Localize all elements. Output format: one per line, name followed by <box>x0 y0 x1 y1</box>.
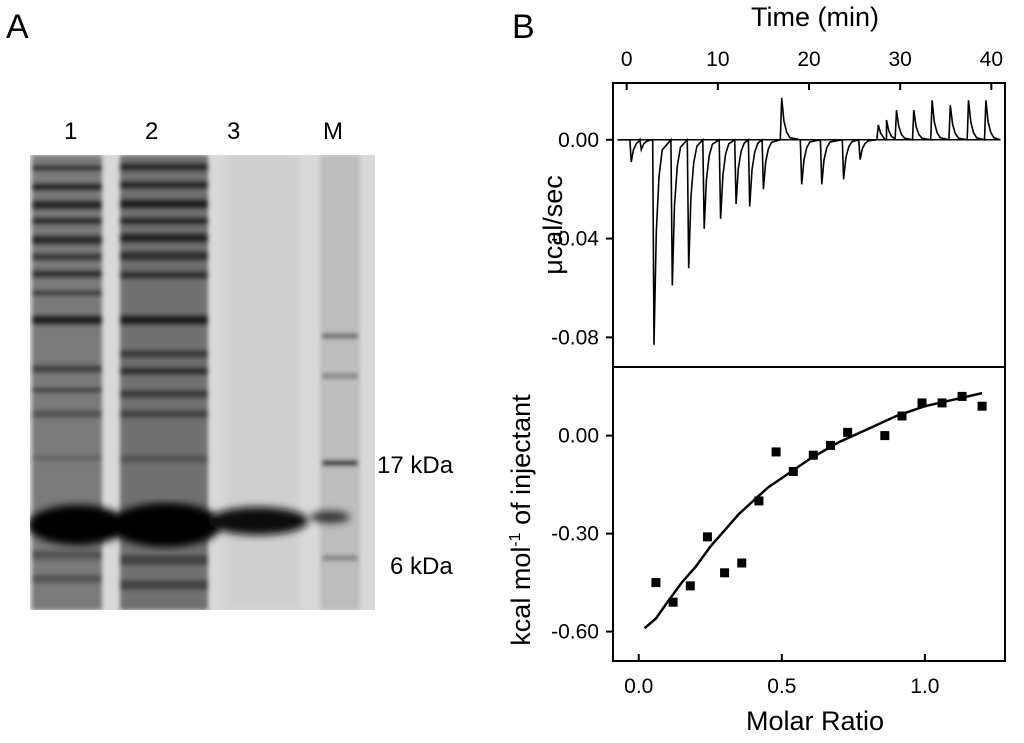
bottom-y-axis-title-sup: -1 <box>507 532 524 546</box>
top-y-tick-label: -0.04 <box>551 228 599 251</box>
data-point <box>808 450 818 460</box>
data-point <box>771 447 781 457</box>
bottom-x-tick-label: 0.0 <box>624 675 653 698</box>
top-x-tick-label: 10 <box>706 48 729 71</box>
data-point <box>843 427 853 437</box>
bottom-y-axis-title-rest: of injectant <box>506 394 536 533</box>
data-point <box>917 398 927 408</box>
lane-label-m: M <box>323 118 343 145</box>
bottom-x-axis-title: Molar Ratio <box>746 706 884 736</box>
data-point <box>977 401 987 411</box>
lane-label-3: 3 <box>227 118 241 145</box>
top-x-tick-label: 40 <box>980 48 1003 71</box>
bottom-plot-frame <box>612 366 1006 662</box>
bottom-y-tick-label: 0.00 <box>558 425 599 448</box>
marker-label-17kda: 17 kDa <box>377 452 454 479</box>
data-point <box>880 431 890 441</box>
thermogram-trace <box>617 97 1001 345</box>
top-x-tick-label: 0 <box>621 48 633 71</box>
data-point <box>788 467 798 477</box>
top-x-axis-title: Time (min) <box>751 2 879 32</box>
data-point <box>668 597 678 607</box>
data-point <box>957 391 967 401</box>
data-point <box>702 532 712 542</box>
bottom-y-tick-label: -0.30 <box>551 523 599 546</box>
fit-curve <box>643 391 983 630</box>
itc-top-panel: 0 10 20 30 40 0.00 -0.04 -0.08 Time (min) μcal… <box>538 2 1006 368</box>
itc-bottom-panel: 0.0 0.5 1.0 0.00 -0.30 -0.60 Molar Ratio kca… <box>506 366 1006 736</box>
bottom-x-tick-label: 0.5 <box>767 675 796 698</box>
bottom-y-axis-title-main: kcal mol <box>506 547 536 646</box>
data-point <box>897 411 907 421</box>
lane-label-1: 1 <box>64 118 78 145</box>
marker-label-6kda: 6 kDa <box>390 553 453 580</box>
gel-image <box>30 155 375 610</box>
data-point <box>825 440 835 450</box>
data-point <box>754 496 764 506</box>
data-point <box>651 578 661 588</box>
panel-b-label: B <box>512 8 535 46</box>
lane-label-2: 2 <box>145 118 159 145</box>
top-x-tick-label: 30 <box>888 48 911 71</box>
bottom-x-tick-label: 1.0 <box>910 675 939 698</box>
data-point <box>720 568 730 578</box>
bottom-y-tick-label: -0.60 <box>551 621 599 644</box>
top-x-tick-label: 20 <box>797 48 820 71</box>
top-y-tick-label: 0.00 <box>558 129 599 152</box>
data-point <box>737 558 747 568</box>
data-point <box>685 581 695 591</box>
top-y-tick-label: -0.08 <box>551 326 599 349</box>
top-y-axis-title: μcal/sec <box>538 175 568 275</box>
panel-a-label: A <box>6 8 29 46</box>
bottom-y-axis-title: kcal mol-1 of injectant <box>506 394 536 646</box>
data-point <box>937 398 947 408</box>
